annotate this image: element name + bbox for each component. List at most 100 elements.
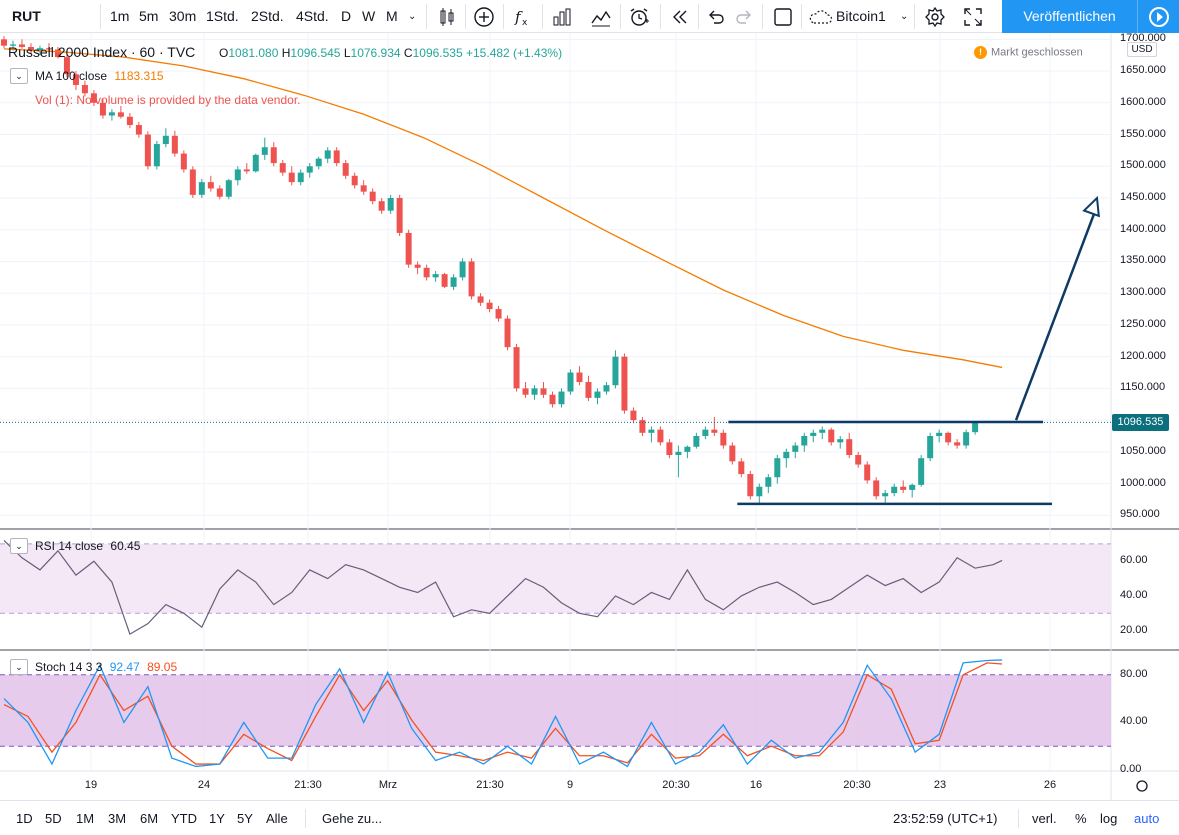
candle-body xyxy=(513,347,520,389)
square-icon[interactable] xyxy=(772,0,794,33)
collapse-legend-button[interactable]: ⌄ xyxy=(10,68,28,84)
log-scale-toggle[interactable]: log xyxy=(1100,811,1118,826)
candle-body xyxy=(756,486,763,497)
candle-body xyxy=(486,302,493,310)
plus-circle-icon[interactable] xyxy=(473,0,495,33)
candle-body xyxy=(198,182,205,195)
price-tick-label: 1700.000 xyxy=(1120,32,1166,45)
range-3m[interactable]: 3M xyxy=(108,811,127,826)
candle-body xyxy=(279,163,286,173)
close-key: C xyxy=(403,46,413,60)
market-status-text: Markt geschlossen xyxy=(991,46,1083,59)
rsi-tick-label: 40.00 xyxy=(1120,588,1148,601)
interval-week[interactable]: W xyxy=(362,8,376,24)
candle-body xyxy=(792,445,799,452)
candle-body xyxy=(891,486,898,494)
interval-4h[interactable]: 4Std. xyxy=(296,8,329,24)
goto-date-button[interactable]: Gehe zu... xyxy=(322,811,382,826)
range-5d[interactable]: 5D xyxy=(45,811,62,826)
play-icon[interactable] xyxy=(1137,0,1179,33)
range-1m[interactable]: 1M xyxy=(76,811,95,826)
candle-body xyxy=(567,372,574,392)
breakout-arrow-line xyxy=(1014,205,1099,421)
clock[interactable]: 23:52:59 (UTC+1) xyxy=(893,811,998,826)
interval-30m[interactable]: 30m xyxy=(169,8,197,24)
bar-chart-icon[interactable] xyxy=(551,0,573,33)
interval-2h[interactable]: 2Std. xyxy=(251,8,284,24)
layout-name[interactable]: Bitcoin1 xyxy=(836,8,886,24)
candle-body xyxy=(972,422,979,433)
undo-icon[interactable] xyxy=(705,0,727,33)
extended-hours-toggle[interactable]: verl. xyxy=(1032,811,1057,826)
candle-body xyxy=(342,163,349,176)
interval-dropdown-icon[interactable]: ⌄ xyxy=(408,11,417,22)
candle-body xyxy=(594,391,601,398)
interval-1m[interactable]: 1m xyxy=(110,8,130,24)
publish-button[interactable]: Veröffentlichen xyxy=(1002,0,1137,33)
divider xyxy=(762,4,763,29)
cloud-icon[interactable] xyxy=(808,0,834,33)
redo-icon[interactable] xyxy=(733,0,755,33)
ohlc-readout: O1081.080 H1096.545 L1076.934 C1096.535 … xyxy=(219,46,562,60)
candle-body xyxy=(144,134,151,167)
warning-icon: ! xyxy=(974,46,987,59)
candle-body xyxy=(684,446,691,452)
currency-label[interactable]: USD xyxy=(1127,42,1157,57)
candle-body xyxy=(954,442,961,446)
time-tick-label: 21:30 xyxy=(476,779,504,791)
candle-body xyxy=(234,169,241,181)
stoch-k-value: 92.47 xyxy=(109,660,140,674)
interval-1h[interactable]: 1Std. xyxy=(206,8,239,24)
interval-month[interactable]: M xyxy=(386,8,398,24)
fullscreen-icon[interactable] xyxy=(962,0,984,33)
candle-body xyxy=(963,432,970,446)
symbol-search[interactable]: RUT xyxy=(12,8,41,24)
time-tick-label: 16 xyxy=(749,779,763,791)
candle-body xyxy=(468,261,475,297)
divider xyxy=(465,4,466,29)
candle-body xyxy=(711,429,718,433)
candle-body xyxy=(945,432,952,443)
candle-body xyxy=(315,158,322,167)
layout-dropdown-icon[interactable]: ⌄ xyxy=(900,11,909,22)
range-1y[interactable]: 1Y xyxy=(209,811,225,826)
rsi-value: 60.45 xyxy=(110,539,141,553)
collapse-rsi-button[interactable]: ⌄ xyxy=(10,538,28,554)
gear-icon[interactable] xyxy=(924,0,946,33)
open-value: 1081.080 xyxy=(228,46,279,60)
divider xyxy=(542,4,543,29)
time-tick-label: 26 xyxy=(1043,779,1057,791)
candle-body xyxy=(207,182,214,189)
candle-body xyxy=(54,49,61,58)
collapse-stoch-button[interactable]: ⌄ xyxy=(10,659,28,675)
candle-body xyxy=(495,309,502,319)
auto-scale-toggle[interactable]: auto xyxy=(1134,811,1160,826)
rsi-band xyxy=(0,543,1111,614)
line-chart-icon[interactable] xyxy=(590,0,612,33)
time-tick-label: 9 xyxy=(566,779,574,791)
rewind-icon[interactable] xyxy=(669,0,691,33)
alarm-icon[interactable] xyxy=(628,0,650,33)
range-6m[interactable]: 6M xyxy=(140,811,159,826)
range-5y[interactable]: 5Y xyxy=(237,811,253,826)
interval-day[interactable]: D xyxy=(341,8,352,24)
percent-scale-toggle[interactable]: % xyxy=(1075,811,1087,826)
range-1d[interactable]: 1D xyxy=(16,811,33,826)
candle-body xyxy=(378,201,385,211)
divider xyxy=(305,809,306,828)
price-tick-label: 950.000 xyxy=(1120,508,1160,521)
candle-icon[interactable] xyxy=(436,0,458,33)
interval-5m[interactable]: 5m xyxy=(139,8,159,24)
candle-body xyxy=(216,188,223,197)
range-ytd[interactable]: YTD xyxy=(171,811,197,826)
change-value: +15.482 (+1.43%) xyxy=(466,46,563,60)
stoch-label: Stoch 14 3 3 xyxy=(35,660,103,674)
ma-line xyxy=(3,48,1003,369)
candle-body xyxy=(522,388,529,395)
price-tick-label: 1150.000 xyxy=(1120,381,1166,394)
top-toolbar: RUT 1m 5m 30m 1Std. 2Std. 4Std. D W M ⌄ … xyxy=(0,0,1179,33)
range-all[interactable]: Alle xyxy=(266,811,288,826)
chart-canvas[interactable] xyxy=(0,33,1179,800)
